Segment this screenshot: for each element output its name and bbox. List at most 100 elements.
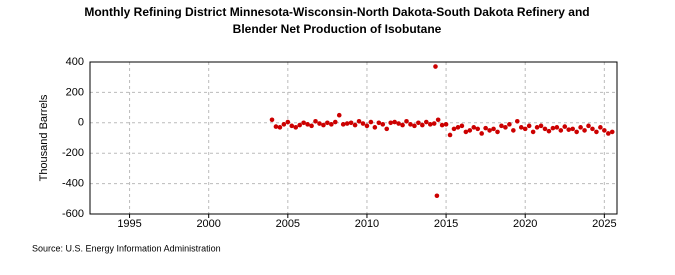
data-point bbox=[336, 112, 342, 118]
data-point bbox=[325, 120, 330, 126]
plot-frame bbox=[89, 61, 618, 215]
data-point bbox=[423, 119, 429, 125]
data-point bbox=[570, 126, 575, 132]
data-point bbox=[471, 125, 477, 130]
data-point bbox=[475, 126, 481, 132]
data-point bbox=[526, 123, 532, 129]
y-tick-label: 0 bbox=[78, 117, 84, 129]
data-point bbox=[269, 117, 275, 123]
data-point bbox=[305, 122, 310, 127]
data-point bbox=[368, 119, 374, 125]
data-point bbox=[602, 128, 607, 133]
chart-title: Blender Net Production of Isobutane bbox=[233, 22, 442, 36]
x-tick-label: 1995 bbox=[117, 218, 141, 230]
data-point bbox=[550, 125, 556, 131]
data-point bbox=[479, 131, 484, 136]
data-point bbox=[495, 129, 500, 135]
y-tick-label: 200 bbox=[66, 86, 84, 98]
data-point bbox=[380, 122, 386, 127]
data-point bbox=[582, 128, 587, 133]
data-point bbox=[388, 120, 393, 126]
data-point bbox=[467, 128, 473, 133]
data-point bbox=[333, 119, 338, 125]
x-tick-label: 2005 bbox=[276, 218, 300, 230]
data-point bbox=[447, 132, 453, 138]
x-tick-label: 2015 bbox=[434, 218, 458, 230]
data-point bbox=[317, 121, 322, 126]
data-point bbox=[463, 129, 469, 135]
data-point bbox=[352, 122, 358, 128]
data-point bbox=[594, 129, 599, 135]
data-point bbox=[431, 121, 437, 126]
data-point bbox=[522, 126, 528, 132]
data-point bbox=[499, 123, 504, 129]
data-point bbox=[408, 122, 413, 127]
data-point bbox=[443, 122, 449, 127]
data-point bbox=[503, 125, 508, 130]
data-point bbox=[451, 126, 457, 132]
data-point bbox=[384, 126, 390, 132]
data-point bbox=[518, 125, 524, 130]
data-point bbox=[566, 127, 572, 132]
data-point bbox=[542, 126, 548, 132]
source-note: Source: U.S. Energy Information Administ… bbox=[32, 243, 221, 253]
data-point bbox=[574, 129, 579, 135]
data-point bbox=[554, 125, 560, 130]
data-point bbox=[301, 120, 306, 126]
y-tick-label: -600 bbox=[62, 208, 84, 220]
data-point bbox=[586, 123, 591, 129]
data-point bbox=[285, 119, 291, 125]
x-tick-label: 2000 bbox=[196, 218, 220, 230]
data-point bbox=[360, 121, 366, 126]
data-point bbox=[396, 121, 401, 126]
data-point bbox=[546, 128, 552, 134]
data-point bbox=[420, 122, 425, 128]
data-point bbox=[356, 118, 362, 124]
data-point bbox=[434, 193, 440, 199]
data-point bbox=[293, 125, 299, 130]
data-point bbox=[609, 129, 615, 135]
data-point bbox=[605, 131, 611, 136]
data-point bbox=[329, 122, 334, 127]
data-point bbox=[321, 122, 326, 128]
data-point bbox=[562, 124, 568, 129]
data-point bbox=[483, 125, 488, 131]
data-point bbox=[530, 129, 536, 135]
data-point bbox=[459, 123, 465, 129]
data-point bbox=[348, 120, 354, 126]
data-point bbox=[309, 123, 314, 129]
data-point bbox=[392, 119, 397, 125]
data-point bbox=[289, 123, 295, 129]
data-point bbox=[439, 122, 445, 128]
y-tick-label: -400 bbox=[62, 178, 84, 190]
data-point bbox=[578, 125, 583, 130]
data-point bbox=[340, 122, 346, 127]
data-point bbox=[491, 126, 496, 132]
data-point bbox=[558, 128, 564, 133]
data-point bbox=[598, 125, 603, 130]
data-point bbox=[376, 120, 382, 126]
data-point bbox=[433, 64, 438, 69]
x-tick-label: 2010 bbox=[355, 218, 379, 230]
data-point bbox=[507, 122, 512, 127]
data-point bbox=[534, 125, 540, 130]
data-point bbox=[277, 125, 283, 130]
data-point bbox=[538, 123, 544, 129]
chart-title: Monthly Refining District Minnesota-Wisc… bbox=[84, 5, 589, 19]
data-point bbox=[435, 117, 441, 123]
data-point bbox=[297, 122, 302, 128]
data-point bbox=[281, 122, 287, 127]
data-point bbox=[511, 128, 516, 133]
data-point bbox=[313, 118, 318, 124]
data-point bbox=[514, 118, 520, 124]
data-point bbox=[487, 128, 492, 133]
data-point bbox=[400, 122, 405, 128]
data-point bbox=[427, 122, 433, 127]
data-point bbox=[412, 123, 417, 129]
data-point bbox=[455, 125, 461, 130]
x-tick-label: 2020 bbox=[513, 218, 537, 230]
y-tick-label: -200 bbox=[62, 147, 84, 159]
y-axis-label: Thousand Barrels bbox=[38, 94, 50, 181]
data-point bbox=[372, 125, 378, 130]
